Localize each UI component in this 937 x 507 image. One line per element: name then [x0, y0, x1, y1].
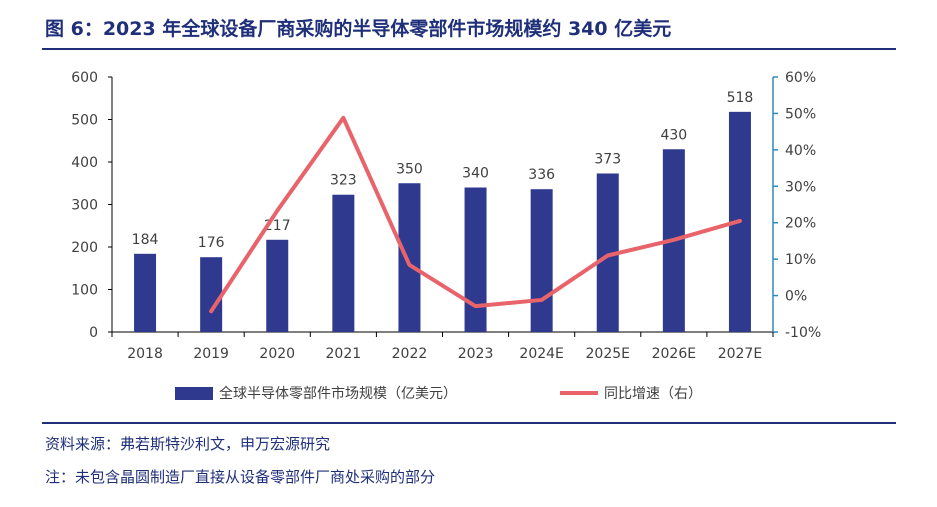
bar [134, 253, 157, 332]
y-left-tick-label: 100 [71, 283, 98, 299]
bar-value-label: 184 [132, 232, 159, 248]
chart: 0 100 200 300 400 500 600 -10% 0% 10% 20% 30% 40% 50%… [71, 70, 821, 402]
y-right-tick-label: 10% [785, 252, 816, 268]
y-left-tick-label: 0 [89, 325, 98, 341]
bar-value-label: 323 [330, 173, 357, 189]
bar [596, 173, 619, 332]
bar-value-label: 350 [396, 161, 423, 177]
y-left-tick-label: 300 [71, 198, 98, 214]
page-title: 图 6：2023 年全球设备厂商采购的半导体零部件市场规模约 340 亿美元 [45, 18, 672, 40]
bar-value-label: 430 [660, 127, 687, 143]
bar-value-label: 340 [462, 166, 489, 182]
bar [332, 194, 355, 332]
source-note: 资料来源：弗若斯特沙利文，申万宏源研究 [45, 435, 331, 453]
bar [200, 257, 223, 332]
bar [398, 183, 421, 332]
bar-value-label: 518 [727, 90, 754, 106]
x-tick-label: 2019 [193, 346, 229, 362]
x-tick-label: 2022 [392, 346, 428, 362]
x-tick-label: 2025E [586, 346, 630, 362]
y-right-tick-label: 60% [785, 70, 816, 86]
x-tick-label: 2018 [127, 346, 163, 362]
footnote: 注：未包含晶圆制造厂直接从设备零部件厂商处采购的部分 [45, 468, 436, 486]
y-left-tick-label: 400 [71, 155, 98, 171]
y-left-tick-label: 200 [71, 240, 98, 256]
y-right-tick-label: -10% [785, 325, 821, 341]
y-right-tick-label: 50% [785, 106, 816, 122]
y-right-tick-label: 0% [785, 289, 807, 305]
title-divider [42, 48, 896, 50]
y-left-tick-label: 500 [71, 113, 98, 129]
bar [530, 189, 553, 332]
x-tick-label: 2024E [519, 346, 563, 362]
x-tick-label: 2021 [326, 346, 362, 362]
y-right-tick-label: 30% [785, 179, 816, 195]
x-tick-label: 2023 [458, 346, 494, 362]
bar-value-label: 176 [198, 235, 225, 251]
legend-label-bar: 全球半导体零部件市场规模（亿美元） [219, 385, 457, 402]
x-tick-label: 2020 [259, 346, 295, 362]
y-left-tick-label: 600 [71, 70, 98, 86]
x-tick-label: 2027E [718, 346, 762, 362]
bar-value-label: 336 [528, 167, 555, 183]
y-right-tick-label: 20% [785, 216, 816, 232]
y-right-tick-label: 40% [785, 143, 816, 159]
legend-swatch-bar [175, 387, 213, 400]
bar [464, 187, 487, 332]
legend-label-line: 同比增速（右） [604, 386, 702, 402]
x-tick-label: 2026E [652, 346, 696, 362]
bar-value-label: 373 [594, 151, 621, 167]
footer-divider [42, 422, 896, 424]
bar [266, 239, 289, 332]
